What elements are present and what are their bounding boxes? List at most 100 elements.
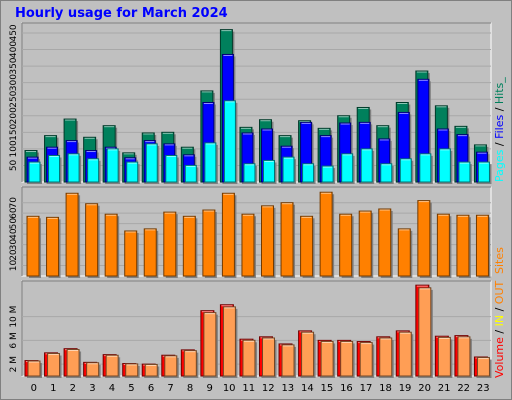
x-tick-label: 3 (89, 383, 95, 394)
x-tick-label: 22 (457, 383, 470, 394)
pages-bar (302, 163, 316, 184)
pages-bar (67, 153, 82, 184)
pages-bar (145, 143, 160, 184)
volume-out-bar (183, 350, 199, 378)
legend-volume: Volume / IN / OUT (493, 280, 506, 378)
legend-volume-part: OUT (493, 280, 506, 304)
sites-bar (143, 228, 159, 278)
y-tick-label: 30 (9, 239, 19, 251)
volume-out-bar (47, 353, 62, 378)
pages-bar (223, 100, 238, 184)
legend-volume-part: / (493, 304, 506, 315)
volume-out-bar (398, 331, 414, 378)
x-tick-label: 12 (262, 383, 275, 394)
sites-bar (124, 230, 139, 278)
pages-bar (87, 158, 101, 184)
y-tick-label: 50 (9, 218, 19, 230)
sites-bar (85, 203, 100, 278)
volume-out-bar (457, 336, 472, 378)
x-tick-label: 0 (31, 383, 37, 394)
sites-bar (339, 213, 354, 278)
pages-bar (477, 161, 492, 184)
x-tick-label: 21 (438, 383, 451, 394)
pages-bar (341, 153, 355, 184)
legend-pages-files-hits-part: Hits (493, 82, 506, 104)
sites-bar (378, 208, 393, 278)
legend-pages-files-hits-part: Files (493, 115, 506, 139)
sites-bar (182, 215, 198, 278)
chart-title: Hourly usage for March 2024 (15, 6, 228, 21)
sites-bar (300, 215, 315, 278)
x-tick-label: 15 (321, 383, 334, 394)
sites-bar (46, 216, 61, 278)
y-tick-label: 10 M (9, 306, 19, 328)
legend-pages-files-hits: Pages / Files / Hits_ (493, 77, 506, 182)
x-tick-label: 2 (70, 383, 76, 394)
pages-bar (28, 161, 42, 184)
x-tick-label: 20 (418, 383, 431, 394)
volume-out-bar (86, 362, 101, 378)
sites-bar (26, 215, 41, 278)
pages-bar (184, 164, 199, 184)
volume-out-bar (320, 340, 336, 378)
x-tick-label: 4 (109, 383, 115, 394)
y-tick-label: 10 (9, 260, 19, 272)
volume-out-bar (379, 337, 394, 378)
volume-out-bar (340, 340, 355, 378)
volume-out-bar (262, 337, 277, 378)
chart-panels: 5010015020025030035040045010203040506070… (9, 22, 492, 378)
volume-out-bar (125, 363, 140, 378)
x-tick-label: 13 (281, 383, 294, 394)
volume-out-bar (437, 336, 453, 378)
sites-bar (163, 211, 178, 278)
panel-volume: 2 M 6 M 10 M (9, 280, 492, 378)
x-tick-label: 11 (242, 383, 255, 394)
sites-bar (241, 213, 256, 278)
legend-pages-files-hits-part: Pages (493, 149, 506, 182)
y-tick-label: 100 (9, 140, 19, 157)
x-tick-label: 1 (50, 383, 56, 394)
pages-bar (204, 142, 218, 184)
sites-bar (358, 210, 374, 278)
y-tick-label: 40 (9, 228, 19, 240)
pages-bar (243, 163, 257, 184)
pages-bar (380, 163, 394, 184)
legend-pages-files-hits-part: / (493, 104, 506, 115)
x-tick-label: 10 (223, 383, 236, 394)
legend-volume-part: Volume (493, 337, 506, 378)
pages-bar (282, 156, 297, 184)
sites-bar (397, 228, 413, 278)
pages-bar (458, 161, 472, 184)
pages-bar (438, 148, 453, 184)
volume-out-bar (66, 349, 82, 378)
x-tick-label: 6 (148, 383, 154, 394)
volume-out-bar (164, 355, 179, 378)
x-tick-label: 19 (399, 383, 412, 394)
sites-bar (417, 200, 432, 278)
pages-bar (48, 155, 62, 184)
y-tick-label: 70 (9, 197, 19, 209)
sites-bar (221, 192, 237, 278)
volume-out-bar (418, 287, 433, 378)
x-tick-label: 17 (360, 383, 373, 394)
volume-out-bar (359, 342, 375, 378)
legend-sites-part: Sites (493, 247, 506, 274)
x-tick-label: 5 (128, 383, 134, 394)
y-tick-label: 150 (9, 123, 19, 140)
legend-volume-part: / (493, 326, 506, 337)
x-axis: 0 1 2 3 4 5 6 7 8 9 10 11 12 13 14 15 16 17 18 19 20 21 22 23 (31, 383, 490, 394)
y-tick-label: 2 M (9, 356, 19, 372)
legend-sites: Sites (493, 247, 506, 274)
y-tick-label: 200 (9, 107, 19, 124)
sites-bar (280, 202, 296, 278)
sites-bar (319, 191, 335, 278)
legend-pages-files-hits-part: / (493, 139, 506, 150)
y-tick-label: 20 (9, 249, 19, 261)
volume-out-bar (27, 360, 42, 378)
volume-out-bar (242, 339, 257, 378)
y-tick-label: 350 (9, 57, 19, 74)
sites-bar (456, 214, 471, 278)
x-tick-label: 9 (206, 383, 212, 394)
pages-bar (263, 159, 277, 184)
